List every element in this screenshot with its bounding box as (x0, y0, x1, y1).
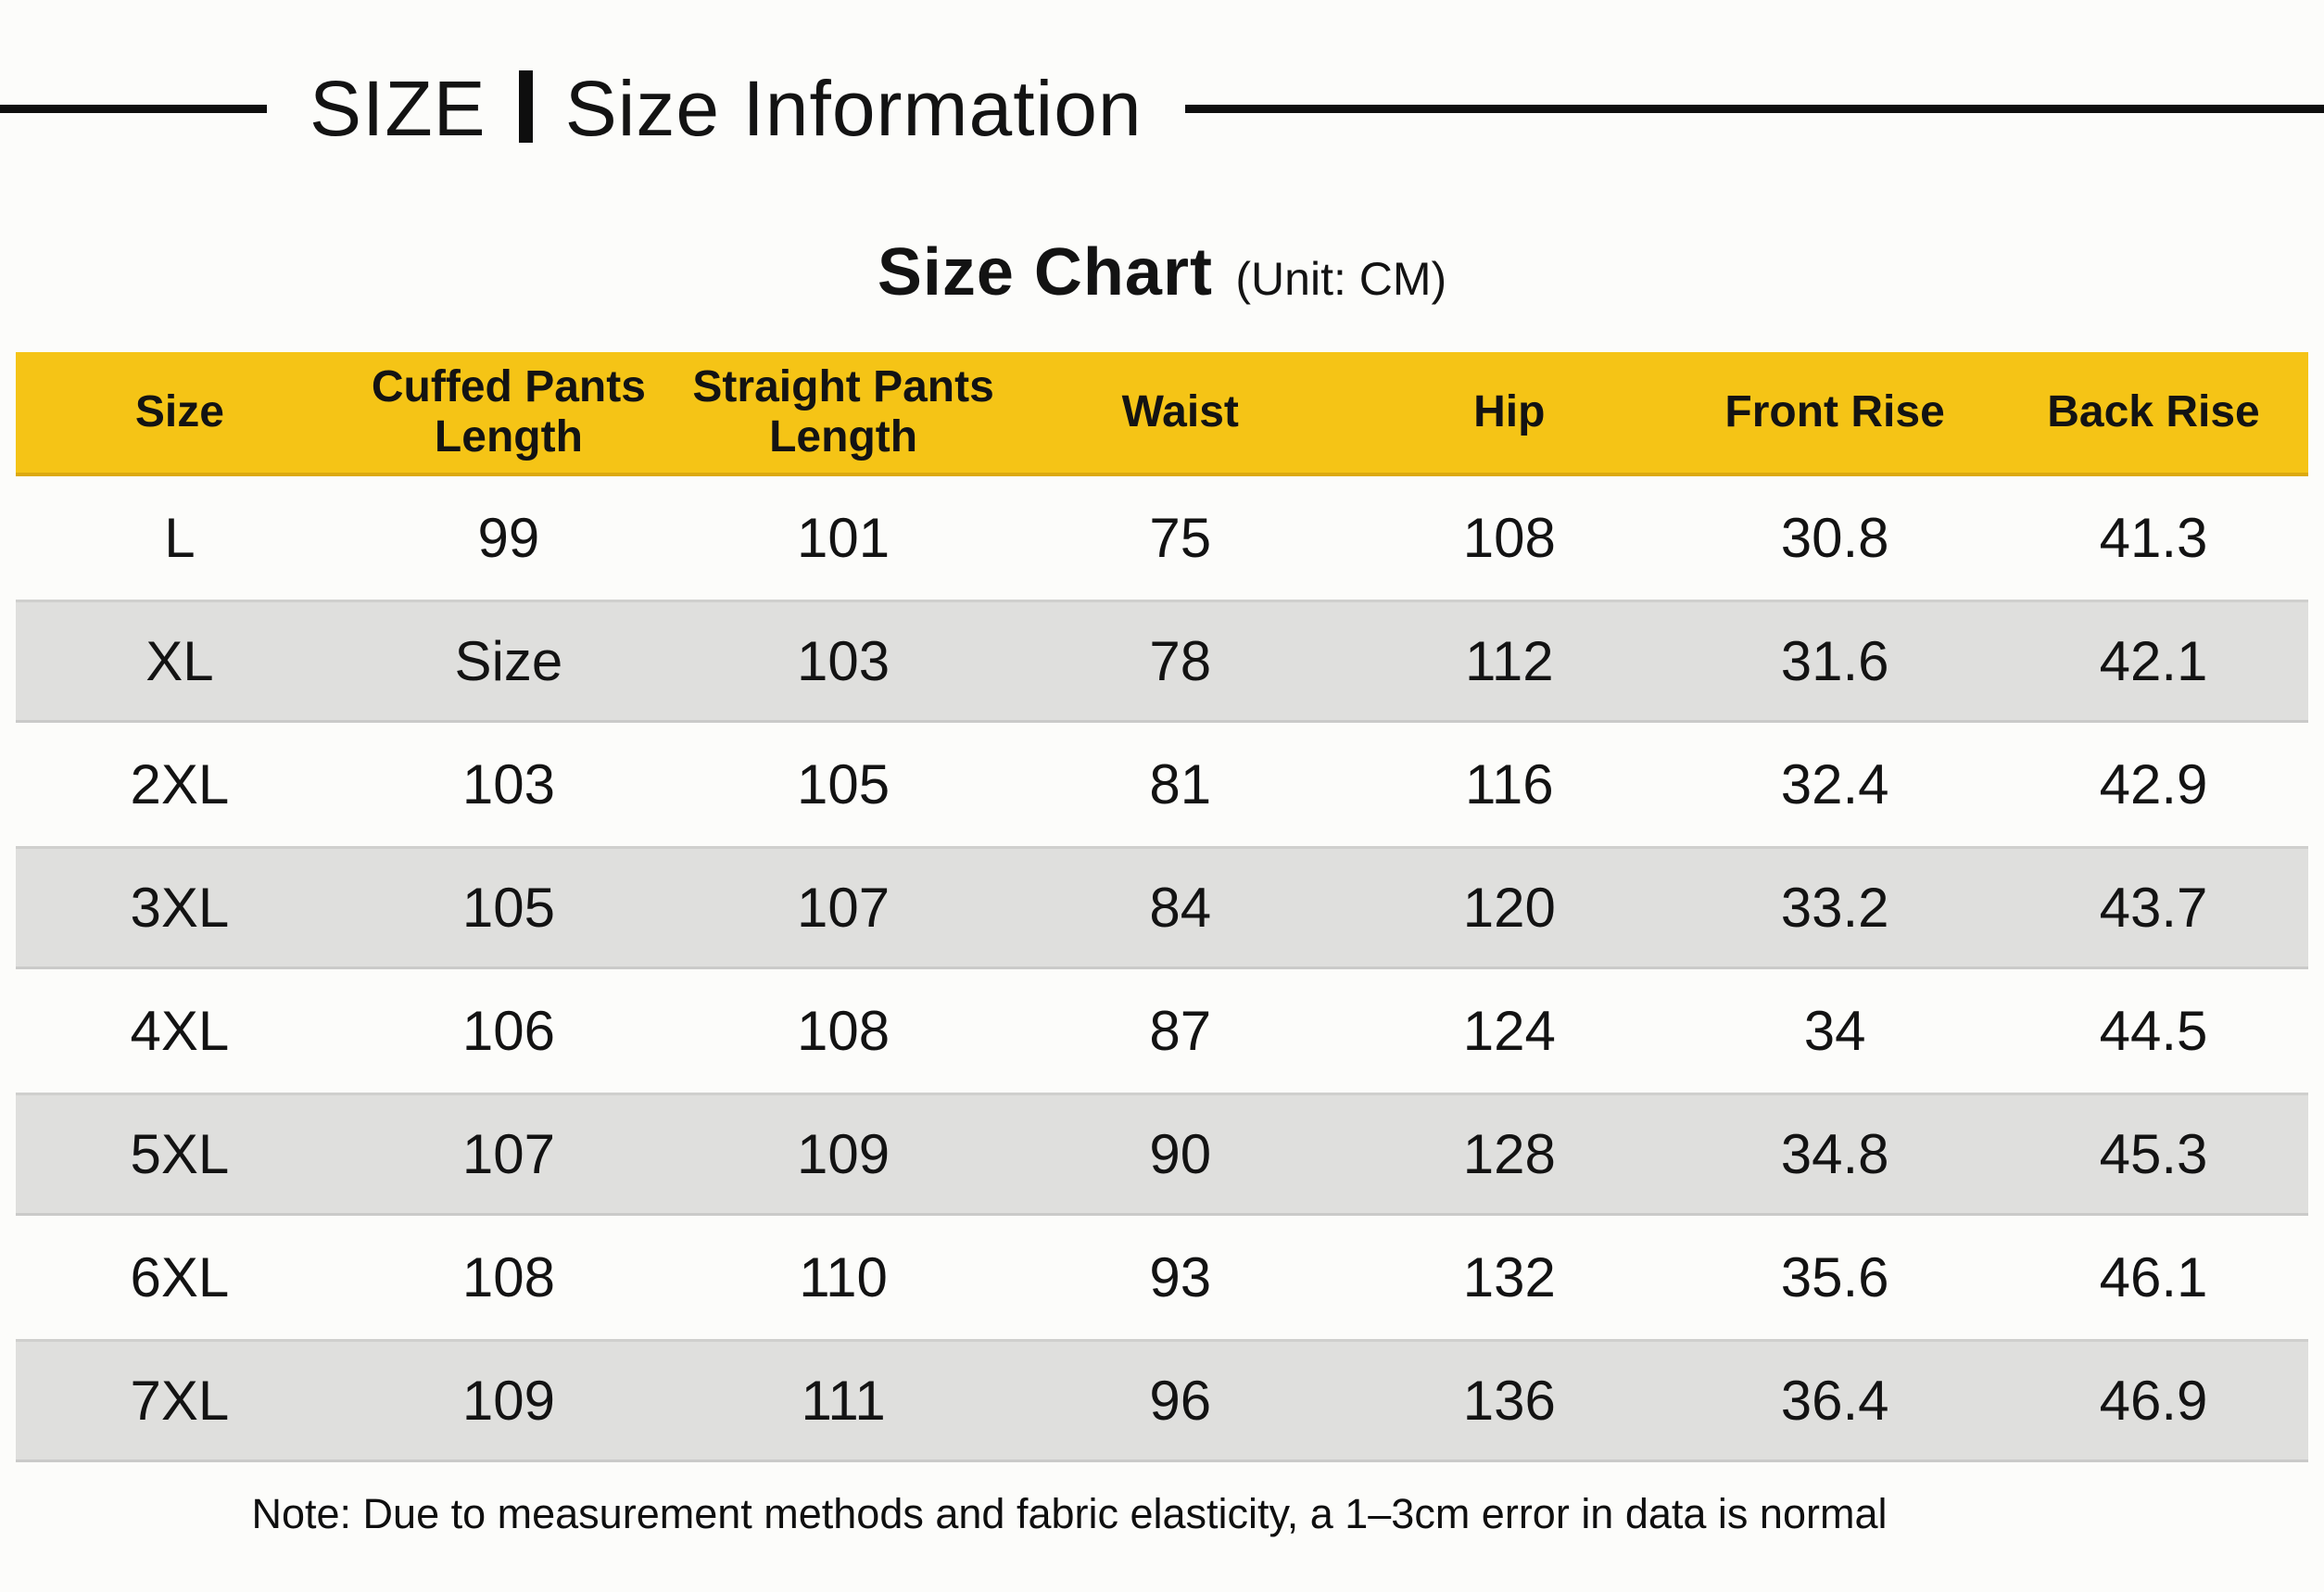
size-label: XL (145, 630, 214, 692)
left-divider-line (0, 104, 267, 113)
cell-waist: 87 (1149, 1000, 1212, 1062)
cell-cuffed-pants-length: 106 (461, 1000, 555, 1062)
cell-straight-pants-length: 108 (797, 1000, 890, 1062)
section-title-text: Size Information (564, 65, 1143, 152)
cell-hip: 124 (1462, 1000, 1556, 1062)
column-header-size: Size (16, 352, 344, 476)
cell-back-rise: 43.7 (2099, 877, 2208, 939)
size-label: 7XL (130, 1370, 230, 1432)
size-table: Size Cuffed Pants Length Straight Pants Le… (16, 352, 2308, 1462)
size-table-header-row: Size Cuffed Pants Length Straight Pants Le… (16, 352, 2308, 476)
column-header-straight-pants-length: Straight Pants Length (674, 352, 1014, 476)
cell-hip: 112 (1464, 630, 1554, 692)
cell-hip: 108 (1462, 507, 1556, 569)
size-label: 3XL (130, 877, 230, 939)
cell-front-rise: 34.8 (1780, 1123, 1889, 1185)
title-separator-bar-icon (518, 70, 533, 143)
cell-hip: 128 (1462, 1123, 1556, 1185)
column-header-hip: Hip (1347, 352, 1672, 476)
cell-front-rise: 30.8 (1780, 507, 1889, 569)
size-label: 5XL (130, 1123, 230, 1185)
size-row-5xl: 5XL 107 109 90 128 34.8 45.3 (16, 1093, 2308, 1216)
column-header-cuffed-pants-length: Cuffed Pants Length (343, 352, 675, 476)
column-header-back-rise: Back Rise (1998, 352, 2308, 476)
cell-front-rise: 35.6 (1780, 1246, 1889, 1308)
cell-front-rise: 31.6 (1780, 630, 1889, 692)
size-label: 4XL (130, 1000, 230, 1062)
cell-cuffed-pants-length: 108 (461, 1246, 555, 1308)
size-row-l: L 99 101 75 108 30.8 41.3 (16, 474, 2308, 600)
chart-title: Size Chart (Unit: CM) (0, 239, 2324, 328)
cell-straight-pants-length: 101 (797, 507, 890, 569)
cell-straight-pants-length: 103 (797, 630, 890, 692)
cell-straight-pants-length: 105 (797, 753, 890, 815)
cell-straight-pants-length: 107 (797, 877, 890, 939)
cell-cuffed-pants-length: 109 (461, 1370, 555, 1432)
cell-back-rise: 42.9 (2099, 753, 2208, 815)
cell-straight-pants-length: 111 (801, 1370, 886, 1432)
cell-front-rise: 33.2 (1780, 877, 1889, 939)
column-header-front-rise: Front Rise (1671, 352, 1999, 476)
cell-hip: 136 (1462, 1370, 1556, 1432)
cell-straight-pants-length: 110 (799, 1246, 888, 1308)
cell-cuffed-pants-length: Size (454, 630, 563, 692)
cell-front-rise: 32.4 (1780, 753, 1889, 815)
size-chart-page: SIZE Size Information Size Chart (Unit: … (0, 43, 2324, 1592)
cell-hip: 120 (1462, 877, 1556, 939)
cell-waist: 93 (1149, 1246, 1212, 1308)
cell-back-rise: 45.3 (2099, 1123, 2208, 1185)
cell-cuffed-pants-length: 103 (461, 753, 555, 815)
size-row-6xl: 6XL 108 110 93 132 35.6 46.1 (16, 1216, 2308, 1339)
cell-waist: 90 (1149, 1123, 1212, 1185)
size-row-7xl: 7XL 109 111 96 136 36.4 46.9 (16, 1339, 2308, 1462)
cell-front-rise: 36.4 (1780, 1370, 1889, 1432)
cell-waist: 81 (1149, 753, 1212, 815)
size-table-header: Size Cuffed Pants Length Straight Pants Le… (16, 352, 2308, 476)
size-table-body: L 99 101 75 108 30.8 41.3 XL Size 103 78 112 31.6 42.… (16, 474, 2308, 1462)
note-text: Note: Due to measurement methods and fab… (251, 1490, 1888, 1537)
cell-hip: 132 (1462, 1246, 1556, 1308)
cell-back-rise: 41.3 (2099, 507, 2208, 569)
cell-back-rise: 46.9 (2099, 1370, 2208, 1432)
section-header: SIZE Size Information (0, 43, 2324, 174)
size-label: L (164, 507, 196, 569)
cell-waist: 96 (1149, 1370, 1212, 1432)
size-row-3xl: 3XL 105 107 84 120 33.2 43.7 (16, 846, 2308, 969)
size-label: 6XL (130, 1246, 230, 1308)
column-header-waist: Waist (1013, 352, 1348, 476)
chart-title-main: Size Chart (877, 235, 1213, 310)
section-title-brand: SIZE (309, 65, 486, 152)
cell-back-rise: 42.1 (2099, 630, 2208, 692)
cell-cuffed-pants-length: 105 (461, 877, 555, 939)
cell-waist: 84 (1149, 877, 1212, 939)
size-row-xl: XL Size 103 78 112 31.6 42.1 (16, 600, 2308, 723)
cell-waist: 75 (1149, 507, 1212, 569)
cell-front-rise: 34 (1803, 1000, 1866, 1062)
right-divider-line (1184, 104, 2324, 113)
size-label: 2XL (130, 753, 230, 815)
cell-back-rise: 44.5 (2099, 1000, 2208, 1062)
size-row-2xl: 2XL 103 105 81 116 32.4 42.9 (16, 723, 2308, 846)
cell-straight-pants-length: 109 (797, 1123, 890, 1185)
cell-cuffed-pants-length: 99 (477, 507, 540, 569)
cell-hip: 116 (1464, 753, 1554, 815)
chart-title-unit: (Unit: CM) (1235, 253, 1447, 305)
cell-back-rise: 46.1 (2099, 1246, 2208, 1308)
cell-waist: 78 (1149, 630, 1212, 692)
section-title: SIZE Size Information (309, 69, 1143, 147)
cell-cuffed-pants-length: 107 (461, 1123, 555, 1185)
size-row-4xl: 4XL 106 108 87 124 34 44.5 (16, 969, 2308, 1093)
